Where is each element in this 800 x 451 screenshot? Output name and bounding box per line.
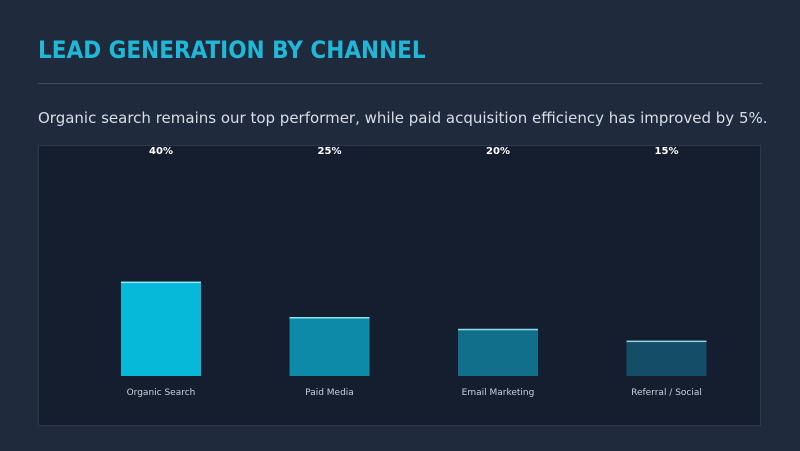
- bar-value-label: 15%: [655, 146, 679, 157]
- bar-top-highlight: [121, 281, 201, 284]
- bar-value-label: 20%: [486, 146, 510, 157]
- bar-top-highlight: [626, 340, 707, 343]
- category-label: Paid Media: [305, 388, 354, 398]
- bar-group-1: 25% Paid Media: [289, 146, 370, 398]
- bar-group-0: 40% Organic Search: [121, 146, 201, 398]
- bar[interactable]: [626, 340, 707, 376]
- bar-top-highlight: [458, 328, 538, 331]
- bar-value-label: 40%: [149, 146, 173, 157]
- bar-value-label: 25%: [318, 146, 342, 157]
- chart-title: LEAD GENERATION BY CHANNEL: [38, 36, 426, 64]
- title-divider: [38, 83, 762, 84]
- category-label: Email Marketing: [462, 388, 535, 398]
- bar[interactable]: [289, 317, 370, 376]
- bar-top-highlight: [289, 317, 370, 319]
- category-label: Referral / Social: [631, 388, 702, 398]
- bar-group-3: 15% Referral / Social: [626, 146, 707, 398]
- bar-group-2: 20% Email Marketing: [458, 146, 538, 398]
- chart-subtitle: Organic search remains our top performer…: [38, 109, 768, 127]
- bar-chart: 40% Organic Search 25% Paid Media 20% Email M…: [121, 146, 707, 398]
- bar[interactable]: [458, 328, 538, 376]
- bar[interactable]: [121, 281, 201, 376]
- chart-panel: 40% Organic Search 25% Paid Media 20% Email M…: [38, 145, 761, 426]
- category-label: Organic Search: [127, 388, 196, 398]
